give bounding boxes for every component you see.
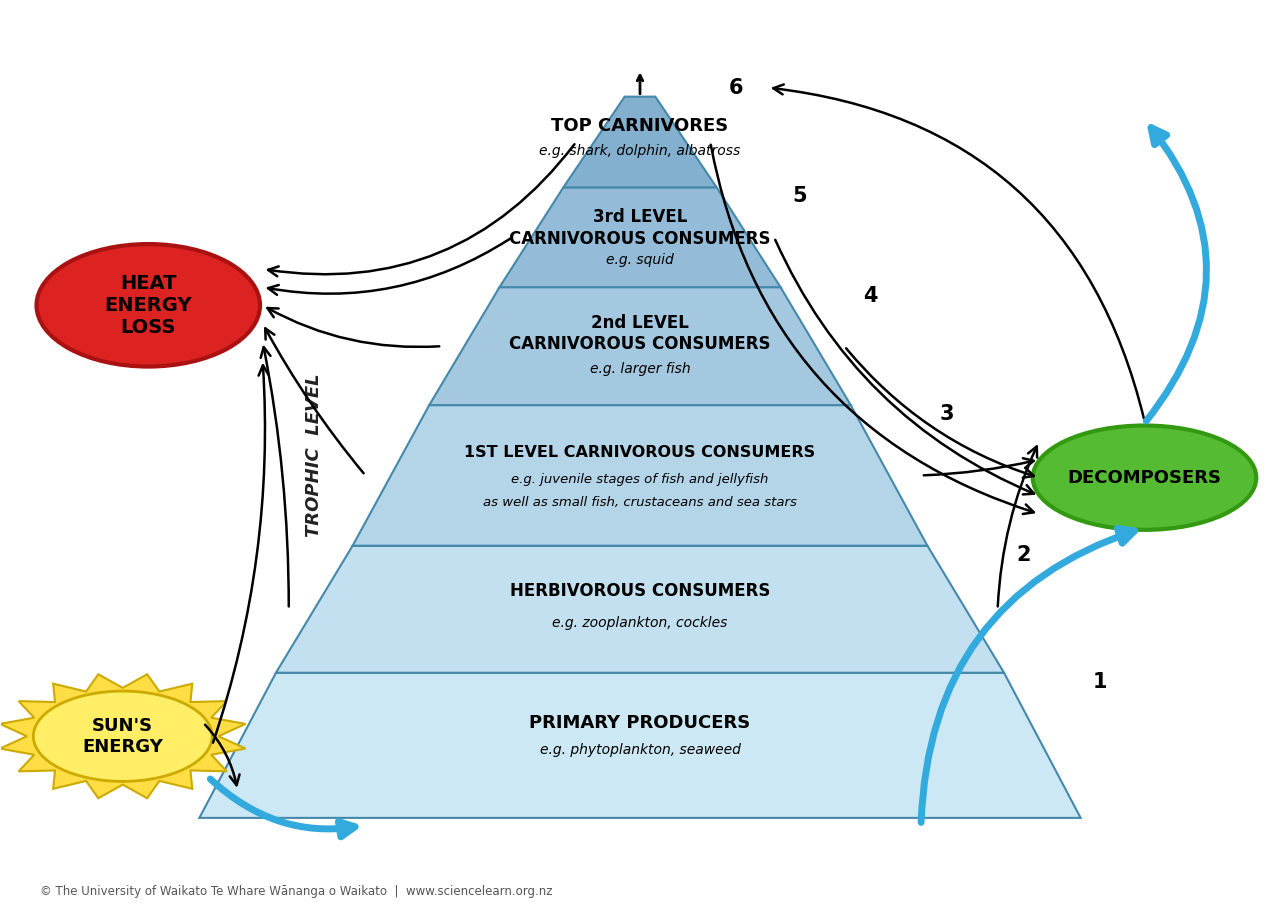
Polygon shape [563, 96, 717, 187]
Text: e.g. phytoplankton, seaweed: e.g. phytoplankton, seaweed [540, 743, 740, 757]
Text: CARNIVOROUS CONSUMERS: CARNIVOROUS CONSUMERS [509, 230, 771, 248]
Text: TOP CARNIVORES: TOP CARNIVORES [552, 116, 728, 135]
Polygon shape [0, 674, 246, 798]
Text: e.g. larger fish: e.g. larger fish [590, 362, 690, 376]
Text: 2nd LEVEL: 2nd LEVEL [591, 315, 689, 332]
Text: 3: 3 [940, 404, 954, 424]
FancyArrowPatch shape [1146, 127, 1207, 421]
Text: 4: 4 [863, 287, 877, 307]
Text: e.g. zooplankton, cockles: e.g. zooplankton, cockles [552, 616, 728, 630]
Ellipse shape [33, 691, 212, 782]
Text: PRIMARY PRODUCERS: PRIMARY PRODUCERS [530, 713, 750, 732]
Polygon shape [352, 405, 928, 546]
Polygon shape [429, 288, 851, 405]
Text: as well as small fish, crustaceans and sea stars: as well as small fish, crustaceans and s… [483, 496, 797, 509]
Text: 3rd LEVEL: 3rd LEVEL [593, 208, 687, 227]
Polygon shape [200, 672, 1080, 818]
Text: e.g. squid: e.g. squid [607, 253, 673, 267]
Ellipse shape [37, 244, 260, 367]
Text: © The University of Waikato Te Whare Wānanga o Waikato  |  www.sciencelearn.org.: © The University of Waikato Te Whare Wān… [40, 885, 552, 898]
Text: e.g. juvenile stages of fish and jellyfish: e.g. juvenile stages of fish and jellyfi… [511, 473, 769, 487]
Text: CARNIVOROUS CONSUMERS: CARNIVOROUS CONSUMERS [509, 335, 771, 353]
Text: 6: 6 [728, 77, 744, 97]
Text: 1: 1 [1093, 672, 1107, 692]
Text: 2: 2 [1016, 545, 1030, 565]
FancyArrowPatch shape [922, 529, 1134, 823]
Ellipse shape [1033, 426, 1256, 530]
Text: 1ST LEVEL CARNIVOROUS CONSUMERS: 1ST LEVEL CARNIVOROUS CONSUMERS [465, 445, 815, 460]
FancyArrowPatch shape [210, 779, 355, 837]
Text: e.g. shark, dolphin, albatross: e.g. shark, dolphin, albatross [539, 144, 741, 158]
Text: SUN'S
ENERGY: SUN'S ENERGY [82, 717, 163, 755]
Text: TROPHIC  LEVEL: TROPHIC LEVEL [306, 373, 324, 537]
Text: HERBIVOROUS CONSUMERS: HERBIVOROUS CONSUMERS [509, 582, 771, 600]
Polygon shape [499, 187, 781, 288]
Text: HEAT
ENERGY
LOSS: HEAT ENERGY LOSS [105, 274, 192, 337]
Text: 5: 5 [792, 187, 806, 207]
Text: DECOMPOSERS: DECOMPOSERS [1068, 469, 1221, 487]
Polygon shape [276, 546, 1004, 672]
